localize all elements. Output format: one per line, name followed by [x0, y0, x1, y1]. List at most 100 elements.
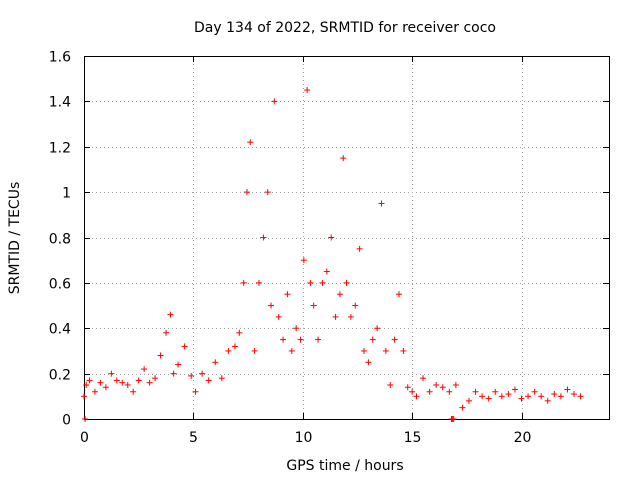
data-point [518, 395, 525, 402]
data-point [102, 384, 109, 391]
data-point [571, 391, 577, 398]
data-point [119, 379, 126, 386]
data-point [83, 381, 90, 388]
data-point [391, 336, 398, 343]
data-point [511, 386, 518, 393]
data-point [564, 386, 571, 393]
data-point [479, 393, 486, 400]
data-point [356, 245, 363, 252]
data-point [170, 370, 177, 377]
data-point [485, 395, 492, 402]
y-tick-label: 0.6 [49, 277, 71, 293]
data-point [505, 391, 512, 398]
data-point [152, 375, 159, 382]
data-point [135, 377, 142, 384]
data-point [188, 372, 195, 379]
data-point [307, 279, 314, 286]
data-point [231, 343, 238, 350]
data-point [404, 384, 411, 391]
data-point [175, 361, 182, 368]
data-point [352, 302, 359, 309]
data-point [382, 347, 389, 354]
data-point [236, 329, 243, 336]
y-axis-label: SRMTID / TECUs [7, 182, 23, 295]
data-point [396, 291, 402, 298]
data-point [378, 200, 385, 207]
data-point [280, 336, 287, 343]
data-point [141, 366, 148, 373]
data-point [439, 384, 446, 391]
x-tick-label: 5 [189, 430, 198, 446]
data-point [459, 404, 466, 411]
chart-title: Day 134 of 2022, SRMTID for receiver coc… [194, 20, 496, 36]
data-point [409, 388, 416, 395]
data-point [413, 393, 420, 400]
x-tick-label: 0 [80, 430, 89, 446]
grid-lines [84, 56, 609, 419]
data-point [452, 381, 459, 388]
data-point [544, 397, 551, 404]
data-point [340, 155, 347, 162]
data-point [251, 347, 258, 354]
data-point [332, 313, 339, 320]
data-point [538, 393, 545, 400]
data-point [86, 377, 93, 384]
axis-ticks: 0 5 10 15 20 0 0.2 0.4 0.6 0.8 1 1.2 1.4 1.6 [49, 50, 609, 446]
data-point [315, 336, 322, 343]
data-point [225, 347, 232, 354]
y-tick-label: 0.8 [49, 232, 71, 248]
data-point [124, 381, 131, 388]
data-point [260, 234, 267, 241]
data-point [146, 379, 153, 386]
data-point [82, 416, 89, 422]
data-point [199, 370, 206, 377]
data-point [163, 329, 170, 336]
y-tick-label: 1.4 [49, 95, 71, 111]
x-axis-label: GPS time / hours [286, 458, 403, 474]
data-point [387, 381, 394, 388]
data-point [275, 313, 282, 320]
data-point [264, 189, 271, 196]
data-points [81, 87, 584, 422]
data-point [328, 234, 335, 241]
data-point [446, 388, 453, 395]
data-point [284, 291, 291, 298]
data-point [205, 377, 212, 384]
data-point [288, 347, 295, 354]
data-point [347, 313, 354, 320]
data-point [557, 393, 564, 400]
y-tick-label: 0.2 [49, 368, 71, 384]
data-point [247, 139, 254, 146]
data-point [300, 257, 307, 264]
data-point [192, 388, 199, 395]
data-point [433, 381, 440, 388]
data-point [240, 279, 247, 286]
data-point [271, 98, 278, 105]
data-point [336, 291, 343, 298]
data-point [369, 336, 376, 343]
data-point [374, 325, 381, 332]
data-point [525, 393, 532, 400]
data-point [157, 352, 164, 359]
data-point [108, 370, 115, 377]
data-point [310, 302, 317, 309]
data-point [218, 375, 225, 382]
data-point [492, 388, 499, 395]
data-point [531, 388, 538, 395]
y-tick-label: 1.2 [49, 141, 71, 157]
data-point [256, 279, 262, 286]
data-point [167, 311, 174, 318]
data-point [113, 377, 120, 384]
data-point [426, 388, 433, 395]
data-point [181, 343, 188, 350]
data-point [319, 279, 326, 286]
data-point [450, 416, 457, 422]
data-point [498, 393, 505, 400]
data-point [297, 336, 304, 343]
data-point [243, 189, 250, 196]
y-tick-label: 0.4 [49, 322, 71, 338]
data-point [365, 359, 372, 366]
data-point [91, 388, 98, 395]
data-point [551, 391, 558, 398]
